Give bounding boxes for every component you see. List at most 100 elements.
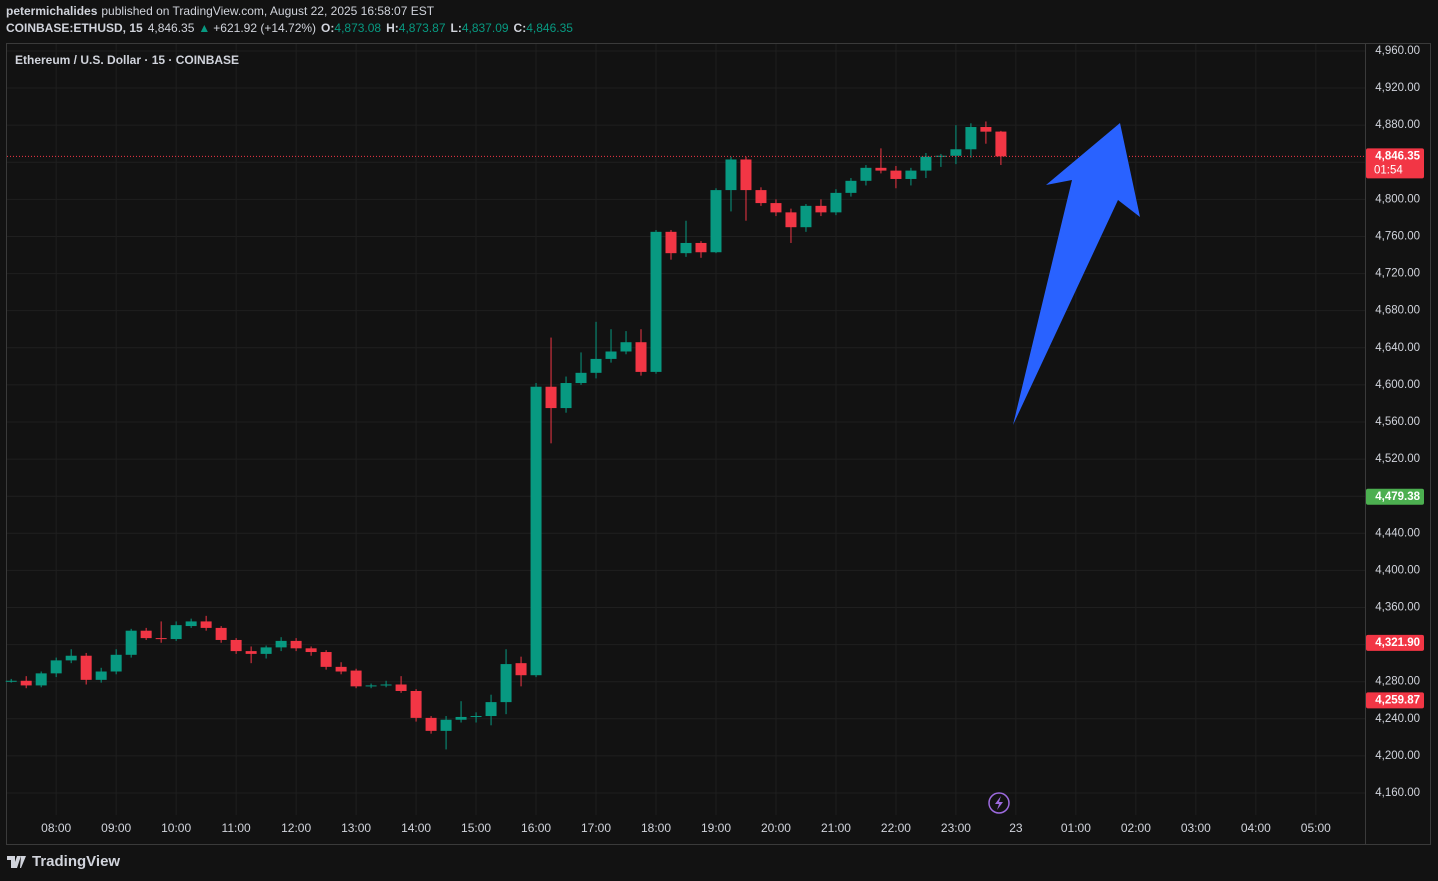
- y-tick-label: 4,280.00: [1375, 676, 1420, 688]
- candle-body: [380, 684, 392, 686]
- y-tick-label: 4,880.00: [1375, 119, 1420, 131]
- grid: [7, 44, 1365, 815]
- x-tick-label: 14:00: [401, 821, 431, 835]
- y-tick-label: 4,400.00: [1375, 564, 1420, 576]
- x-tick-label: 15:00: [461, 821, 491, 835]
- candle-body: [365, 685, 377, 687]
- y-tick-label: 4,800.00: [1375, 193, 1420, 205]
- candle-body: [455, 716, 467, 720]
- chart-title: Ethereum / U.S. Dollar · 15 · COINBASE: [15, 53, 239, 67]
- plot: [5, 121, 1365, 750]
- x-tick-label: 21:00: [821, 821, 851, 835]
- symbol: COINBASE:ETHUSD, 15: [6, 21, 143, 35]
- price-marker-label: 4,846.35: [1375, 150, 1420, 162]
- candle-body: [290, 640, 302, 649]
- candle-body: [905, 170, 917, 179]
- ohlc-label: O:: [321, 21, 334, 35]
- ohlc-value: 4,846.35: [526, 21, 573, 35]
- ohlc-label: H:: [386, 21, 399, 35]
- y-tick-label: 4,600.00: [1375, 379, 1420, 391]
- x-tick-label: 08:00: [41, 821, 71, 835]
- price-marker-label: 4,259.87: [1375, 694, 1420, 706]
- candle-body: [185, 621, 197, 627]
- price-marker: [1366, 692, 1424, 709]
- candle-body: [605, 351, 617, 359]
- candle-body: [980, 127, 992, 132]
- y-tick-label: 4,920.00: [1375, 82, 1420, 94]
- candle-body: [5, 680, 17, 682]
- ohlc-label: C:: [514, 21, 527, 35]
- candle-body: [680, 242, 692, 254]
- candle-body: [695, 242, 707, 253]
- candle-body: [125, 630, 137, 655]
- x-tick-label: 05:00: [1301, 821, 1331, 835]
- candle-body: [80, 655, 92, 680]
- candle-body: [65, 655, 77, 661]
- x-tick-label: 12:00: [281, 821, 311, 835]
- y-tick-label: 4,520.00: [1375, 453, 1420, 465]
- change: +621.92 (+14.72%): [213, 21, 316, 35]
- candle-body: [20, 680, 32, 686]
- candle-body: [485, 702, 497, 717]
- x-tick-label: 23: [1009, 821, 1023, 835]
- ohlc-label: L:: [451, 21, 462, 35]
- y-tick-label: 4,200.00: [1375, 750, 1420, 762]
- x-tick-label: 10:00: [161, 821, 191, 835]
- x-tick-label: 17:00: [581, 821, 611, 835]
- price-marker: [1366, 148, 1424, 179]
- candle-body: [320, 652, 332, 667]
- arrow-annotation: [1013, 123, 1140, 425]
- x-tick-label: 04:00: [1241, 821, 1271, 835]
- ohlc-value: 4,873.08: [334, 21, 381, 35]
- chart-frame: [6, 43, 1431, 845]
- x-tick-label: 13:00: [341, 821, 371, 835]
- candle-body: [575, 372, 587, 384]
- footer-brand: TradingView: [32, 853, 120, 870]
- candle-body: [800, 205, 812, 228]
- x-tick-label: 16:00: [521, 821, 551, 835]
- x-tick-label: 11:00: [222, 821, 251, 835]
- candle-body: [665, 231, 677, 254]
- y-tick-label: 4,760.00: [1375, 231, 1420, 243]
- candle-body: [830, 192, 842, 213]
- candle-body: [140, 630, 152, 639]
- candle-body: [260, 647, 272, 654]
- y-tick-label: 4,240.00: [1375, 713, 1420, 725]
- candle-body: [725, 159, 737, 191]
- x-tick-label: 01:00: [1061, 821, 1091, 835]
- candle-body: [50, 660, 62, 674]
- candle-body: [815, 205, 827, 213]
- candle-body: [425, 717, 437, 731]
- candle-body: [440, 719, 452, 731]
- x-tick-label: 09:00: [101, 821, 131, 835]
- candle-body: [470, 716, 482, 718]
- change-icon: ▲: [198, 21, 210, 35]
- candle-body: [395, 684, 407, 691]
- x-tick-label: 23:00: [941, 821, 971, 835]
- candle-body: [620, 342, 632, 352]
- candle-body: [740, 159, 752, 191]
- candle-body: [530, 386, 542, 676]
- header-line-1: petermichalides published on TradingView.…: [6, 4, 435, 18]
- y-tick-label: 4,640.00: [1375, 342, 1420, 354]
- price-marker-countdown: 01:54: [1374, 164, 1403, 176]
- candle-body: [110, 654, 122, 672]
- candle-body: [845, 180, 857, 193]
- candle-body: [515, 663, 527, 676]
- candle-body: [335, 666, 347, 672]
- y-tick-label: 4,680.00: [1375, 305, 1420, 317]
- candle-body: [890, 170, 902, 179]
- ohlc-value: 4,837.09: [462, 21, 509, 35]
- candle-body: [965, 127, 977, 150]
- y-tick-label: 4,960.00: [1375, 45, 1420, 57]
- candle-body: [305, 648, 317, 653]
- candle-body: [710, 190, 722, 253]
- y-tick-label: 4,360.00: [1375, 602, 1420, 614]
- candle-body: [860, 167, 872, 181]
- candle-body: [560, 383, 572, 409]
- candle-body: [200, 621, 212, 628]
- candle-body: [920, 156, 932, 171]
- x-tick-label: 20:00: [761, 821, 791, 835]
- candle-body: [230, 639, 242, 652]
